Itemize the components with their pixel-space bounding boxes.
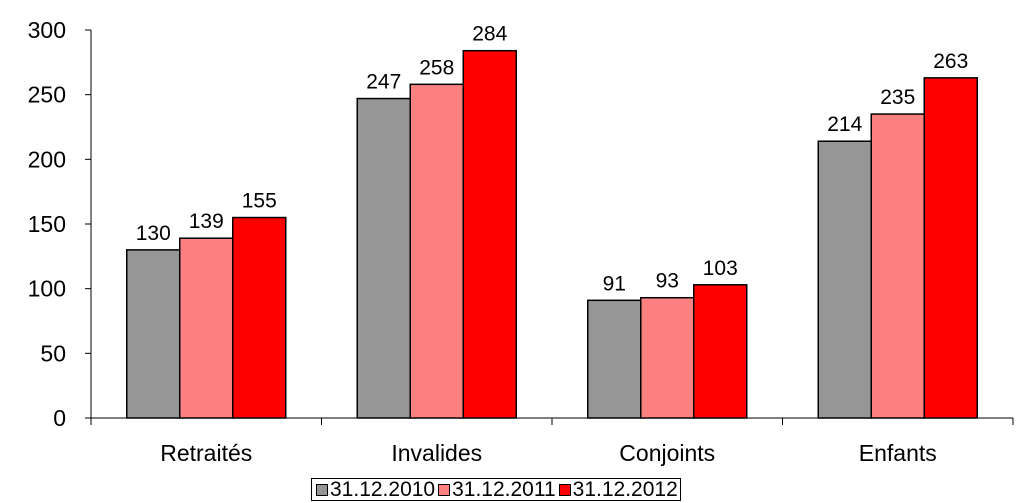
bar-value-label: 91 [603, 272, 626, 295]
y-tick-label: 0 [53, 405, 66, 431]
legend-label-2011: 31.12.2011 [452, 478, 556, 501]
x-tick-label: Retraités [160, 440, 252, 466]
legend-item-2010: 31.12.2010 [313, 479, 435, 500]
y-tick-label: 50 [40, 340, 66, 366]
legend-swatch-2012 [558, 483, 571, 496]
legend-item-2011: 31.12.2011 [435, 479, 556, 500]
y-tick-label: 100 [28, 276, 66, 302]
plot-area: 0 50 100 150 200 250 300 130 139 155 Retraités 247 2… [28, 17, 1014, 466]
legend-label-2010: 31.12.2010 [330, 478, 436, 501]
chart-legend: 31.12.2010 31.12.2011 31.12.2012 [311, 478, 681, 501]
x-tick-label: Conjoints [619, 440, 715, 466]
bar [356, 97, 411, 419]
bar [923, 77, 978, 419]
y-tick-label: 250 [28, 82, 66, 108]
bar-value-label: 103 [703, 257, 738, 280]
legend-swatch-2010 [316, 483, 328, 496]
bar-value-label: 235 [880, 86, 915, 109]
bar-value-label: 263 [933, 50, 968, 73]
bar [126, 249, 181, 419]
bar-value-label: 214 [827, 113, 862, 136]
x-tick-label: Invalides [391, 440, 482, 466]
bar [409, 83, 464, 419]
bar-value-label: 155 [242, 190, 277, 213]
bar-chart: 0 50 100 150 200 250 300 130 139 155 Retraités 247 2… [28, 17, 1014, 466]
legend-item-2012: 31.12.2012 [556, 479, 678, 500]
bar [462, 49, 517, 419]
bar-value-label: 93 [656, 270, 679, 293]
x-tick-label: Enfants [859, 440, 937, 466]
bar [817, 140, 872, 419]
bar [870, 113, 925, 419]
bar [587, 299, 642, 419]
bar [232, 216, 287, 419]
legend-swatch-2011 [438, 483, 451, 496]
bar-value-label: 258 [419, 56, 454, 79]
bar [179, 237, 234, 419]
bar-value-label: 284 [472, 23, 507, 46]
bar-value-label: 130 [136, 222, 171, 245]
y-tick-label: 200 [28, 146, 66, 172]
bar [640, 296, 695, 419]
legend-label-2012: 31.12.2012 [572, 478, 678, 501]
bar-value-label: 139 [189, 210, 224, 233]
y-tick-label: 150 [28, 211, 66, 237]
y-tick-label: 300 [28, 17, 66, 43]
bar [693, 284, 748, 419]
bar-value-label: 247 [366, 71, 401, 94]
